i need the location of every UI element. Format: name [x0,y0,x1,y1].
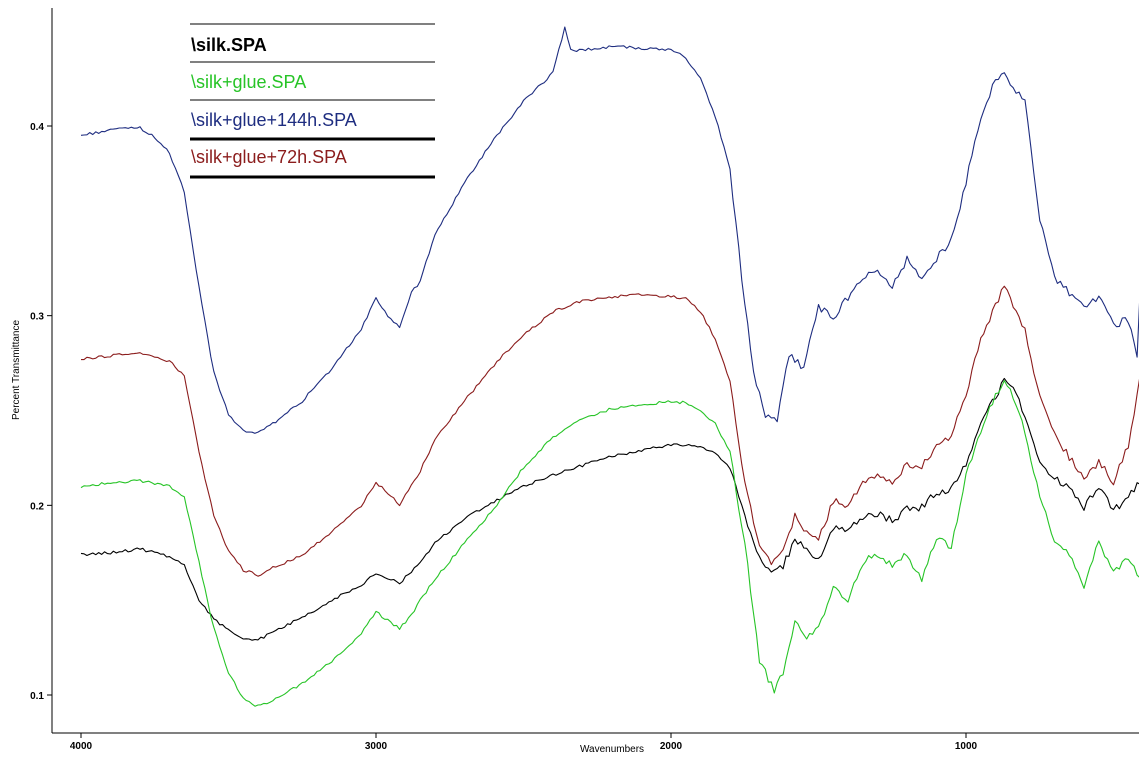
legend-entry-2: \silk+glue.SPA [191,72,306,92]
series-line-4 [81,285,1139,577]
y-axis-title: Percent Transmittance [11,320,22,420]
ticks-layer: 4000 3000 2000 1000 0.1 0.2 0.3 0.4 [30,122,977,752]
legend: \silk.SPA \silk+glue.SPA \silk+glue+144h.S… [190,23,435,179]
x-axis-title: Wavenumbers [580,744,644,755]
series-line-1 [80,377,1139,641]
y-tick-label-0.1: 0.1 [30,691,44,702]
legend-entry-4: \silk+glue+72h.SPA [191,147,347,167]
y-tick-label-0.3: 0.3 [30,312,44,323]
y-tick-label-0.4: 0.4 [30,122,44,133]
series-line-2 [80,380,1139,707]
x-tick-label-1000: 1000 [955,741,978,752]
legend-entry-3: \silk+glue+144h.SPA [191,110,357,130]
y-tick-label-0.2: 0.2 [30,501,44,512]
x-tick-label-4000: 4000 [70,741,93,752]
series-line-3 [80,26,1139,434]
x-tick-label-3000: 3000 [365,741,388,752]
series-layer [80,26,1139,707]
legend-entry-1: \silk.SPA [191,35,267,55]
x-tick-label-2000: 2000 [660,741,683,752]
axes-layer: Wavenumbers Percent Transmittance [11,8,1139,755]
